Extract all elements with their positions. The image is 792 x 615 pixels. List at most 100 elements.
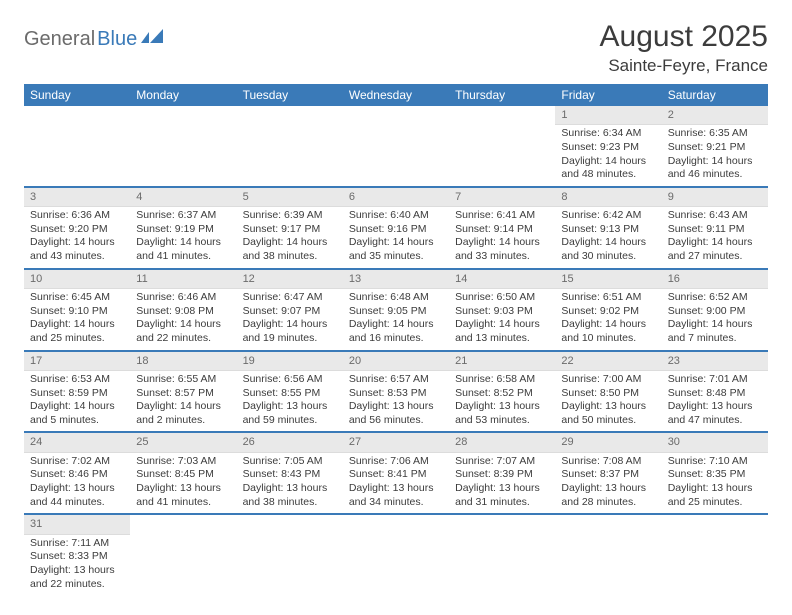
daylight-text: Daylight: 14 hours and 43 minutes.: [30, 236, 124, 263]
sunrise-text: Sunrise: 6:45 AM: [30, 291, 124, 305]
sunrise-text: Sunrise: 6:58 AM: [455, 373, 549, 387]
calendar-day-cell: 12Sunrise: 6:47 AMSunset: 9:07 PMDayligh…: [237, 269, 343, 351]
day-body: Sunrise: 6:53 AMSunset: 8:59 PMDaylight:…: [24, 371, 130, 432]
day-body: Sunrise: 6:45 AMSunset: 9:10 PMDaylight:…: [24, 289, 130, 350]
sunrise-text: Sunrise: 6:50 AM: [455, 291, 549, 305]
calendar-day-cell: 24Sunrise: 7:02 AMSunset: 8:46 PMDayligh…: [24, 432, 130, 514]
calendar-day-cell: 3Sunrise: 6:36 AMSunset: 9:20 PMDaylight…: [24, 187, 130, 269]
sunset-text: Sunset: 9:07 PM: [243, 305, 337, 319]
day-header: Sunday: [24, 84, 130, 106]
calendar-day-cell: 19Sunrise: 6:56 AMSunset: 8:55 PMDayligh…: [237, 351, 343, 433]
calendar-day-cell: .: [449, 514, 555, 595]
day-number: 29: [555, 433, 661, 452]
calendar-day-cell: 20Sunrise: 6:57 AMSunset: 8:53 PMDayligh…: [343, 351, 449, 433]
calendar-week-row: 10Sunrise: 6:45 AMSunset: 9:10 PMDayligh…: [24, 269, 768, 351]
calendar-week-row: .....1Sunrise: 6:34 AMSunset: 9:23 PMDay…: [24, 106, 768, 187]
sunrise-text: Sunrise: 6:42 AM: [561, 209, 655, 223]
day-body: Sunrise: 6:55 AMSunset: 8:57 PMDaylight:…: [130, 371, 236, 432]
sunrise-text: Sunrise: 7:08 AM: [561, 455, 655, 469]
day-number: 5: [237, 188, 343, 207]
daylight-text: Daylight: 14 hours and 46 minutes.: [668, 155, 762, 182]
sunrise-text: Sunrise: 6:56 AM: [243, 373, 337, 387]
daylight-text: Daylight: 14 hours and 5 minutes.: [30, 400, 124, 427]
daylight-text: Daylight: 14 hours and 38 minutes.: [243, 236, 337, 263]
calendar-day-cell: .: [343, 106, 449, 187]
day-number: 9: [662, 188, 768, 207]
calendar-day-cell: 6Sunrise: 6:40 AMSunset: 9:16 PMDaylight…: [343, 187, 449, 269]
day-number: 23: [662, 352, 768, 371]
sunset-text: Sunset: 8:48 PM: [668, 387, 762, 401]
sunrise-text: Sunrise: 6:48 AM: [349, 291, 443, 305]
day-number: 4: [130, 188, 236, 207]
sunset-text: Sunset: 8:33 PM: [30, 550, 124, 564]
calendar-day-cell: 1Sunrise: 6:34 AMSunset: 9:23 PMDaylight…: [555, 106, 661, 187]
day-number: 22: [555, 352, 661, 371]
sunset-text: Sunset: 8:39 PM: [455, 468, 549, 482]
day-body: Sunrise: 7:02 AMSunset: 8:46 PMDaylight:…: [24, 453, 130, 514]
day-number: 10: [24, 270, 130, 289]
sunset-text: Sunset: 9:23 PM: [561, 141, 655, 155]
daylight-text: Daylight: 13 hours and 53 minutes.: [455, 400, 549, 427]
calendar-day-cell: 11Sunrise: 6:46 AMSunset: 9:08 PMDayligh…: [130, 269, 236, 351]
daylight-text: Daylight: 13 hours and 56 minutes.: [349, 400, 443, 427]
sunrise-text: Sunrise: 6:55 AM: [136, 373, 230, 387]
sunrise-text: Sunrise: 6:53 AM: [30, 373, 124, 387]
calendar-week-row: 17Sunrise: 6:53 AMSunset: 8:59 PMDayligh…: [24, 351, 768, 433]
calendar-day-cell: 5Sunrise: 6:39 AMSunset: 9:17 PMDaylight…: [237, 187, 343, 269]
day-body: Sunrise: 7:08 AMSunset: 8:37 PMDaylight:…: [555, 453, 661, 514]
daylight-text: Daylight: 14 hours and 35 minutes.: [349, 236, 443, 263]
day-body: Sunrise: 6:58 AMSunset: 8:52 PMDaylight:…: [449, 371, 555, 432]
day-body: Sunrise: 6:40 AMSunset: 9:16 PMDaylight:…: [343, 207, 449, 268]
sunrise-text: Sunrise: 7:01 AM: [668, 373, 762, 387]
sunset-text: Sunset: 9:16 PM: [349, 223, 443, 237]
day-header: Tuesday: [237, 84, 343, 106]
day-number: 26: [237, 433, 343, 452]
daylight-text: Daylight: 14 hours and 33 minutes.: [455, 236, 549, 263]
daylight-text: Daylight: 13 hours and 34 minutes.: [349, 482, 443, 509]
logo: GeneralBlue: [24, 28, 163, 51]
day-number: 27: [343, 433, 449, 452]
day-body: Sunrise: 6:37 AMSunset: 9:19 PMDaylight:…: [130, 207, 236, 268]
sunrise-text: Sunrise: 7:11 AM: [30, 537, 124, 551]
sunrise-text: Sunrise: 6:40 AM: [349, 209, 443, 223]
daylight-text: Daylight: 14 hours and 41 minutes.: [136, 236, 230, 263]
day-number: 18: [130, 352, 236, 371]
calendar-day-cell: .: [237, 106, 343, 187]
sunset-text: Sunset: 8:43 PM: [243, 468, 337, 482]
day-body: Sunrise: 6:56 AMSunset: 8:55 PMDaylight:…: [237, 371, 343, 432]
sunset-text: Sunset: 9:20 PM: [30, 223, 124, 237]
day-number: 8: [555, 188, 661, 207]
calendar-day-cell: .: [662, 514, 768, 595]
page-header: GeneralBlue August 2025 Sainte-Feyre, Fr…: [24, 20, 768, 76]
sunset-text: Sunset: 8:37 PM: [561, 468, 655, 482]
daylight-text: Daylight: 13 hours and 59 minutes.: [243, 400, 337, 427]
logo-blue-text: Blue: [97, 28, 137, 51]
daylight-text: Daylight: 13 hours and 41 minutes.: [136, 482, 230, 509]
sunrise-text: Sunrise: 7:02 AM: [30, 455, 124, 469]
day-body: Sunrise: 6:47 AMSunset: 9:07 PMDaylight:…: [237, 289, 343, 350]
day-body: Sunrise: 7:06 AMSunset: 8:41 PMDaylight:…: [343, 453, 449, 514]
sunset-text: Sunset: 8:52 PM: [455, 387, 549, 401]
day-number: 30: [662, 433, 768, 452]
daylight-text: Daylight: 14 hours and 30 minutes.: [561, 236, 655, 263]
calendar-day-cell: .: [449, 106, 555, 187]
day-number: 6: [343, 188, 449, 207]
calendar-day-cell: .: [24, 106, 130, 187]
sunrise-text: Sunrise: 7:06 AM: [349, 455, 443, 469]
daylight-text: Daylight: 14 hours and 48 minutes.: [561, 155, 655, 182]
calendar-day-cell: .: [130, 514, 236, 595]
day-body: Sunrise: 7:00 AMSunset: 8:50 PMDaylight:…: [555, 371, 661, 432]
day-header: Thursday: [449, 84, 555, 106]
calendar-day-cell: 23Sunrise: 7:01 AMSunset: 8:48 PMDayligh…: [662, 351, 768, 433]
day-body: Sunrise: 6:35 AMSunset: 9:21 PMDaylight:…: [662, 125, 768, 186]
sunrise-text: Sunrise: 6:47 AM: [243, 291, 337, 305]
daylight-text: Daylight: 13 hours and 22 minutes.: [30, 564, 124, 591]
day-body: Sunrise: 6:50 AMSunset: 9:03 PMDaylight:…: [449, 289, 555, 350]
sunrise-text: Sunrise: 6:51 AM: [561, 291, 655, 305]
day-header-row: Sunday Monday Tuesday Wednesday Thursday…: [24, 84, 768, 106]
daylight-text: Daylight: 13 hours and 31 minutes.: [455, 482, 549, 509]
day-number: 31: [24, 515, 130, 534]
sunrise-text: Sunrise: 6:36 AM: [30, 209, 124, 223]
daylight-text: Daylight: 14 hours and 27 minutes.: [668, 236, 762, 263]
sunrise-text: Sunrise: 6:39 AM: [243, 209, 337, 223]
